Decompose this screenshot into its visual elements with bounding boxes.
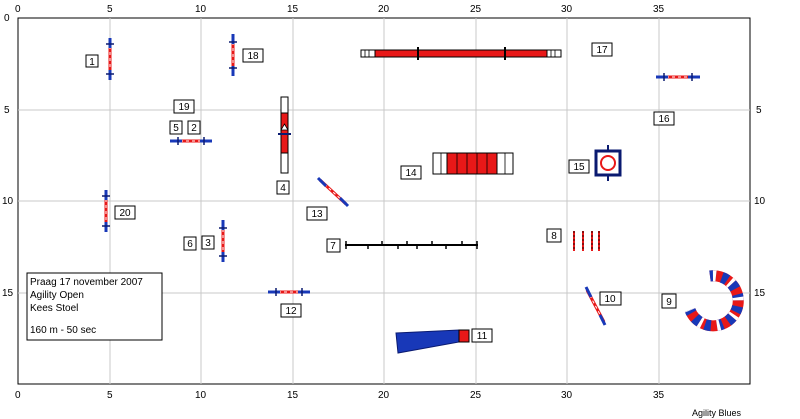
left-axis: 0 5 10 15	[2, 13, 14, 299]
number-label-4: 4	[276, 180, 290, 195]
bottom-tick-label: 15	[287, 390, 299, 401]
number-label-8: 8	[546, 228, 562, 243]
bottom-tick-label: 35	[653, 390, 665, 401]
jump-18[interactable]	[229, 34, 237, 76]
top-tick-label: 25	[470, 4, 482, 15]
table-15[interactable]	[594, 145, 622, 181]
bottom-tick-label: 0	[15, 390, 21, 401]
svg-text:17: 17	[596, 45, 608, 56]
tunnel-14[interactable]	[432, 152, 514, 175]
svg-text:19: 19	[178, 102, 190, 113]
jump-5-2[interactable]	[170, 137, 212, 145]
chute-11[interactable]	[395, 329, 470, 354]
svg-text:2: 2	[191, 123, 197, 134]
course-info-box: Praag 17 november 2007 Agility Open Kees…	[26, 272, 163, 341]
bottom-tick-label: 20	[378, 390, 390, 401]
svg-text:6: 6	[187, 239, 193, 250]
number-label-7: 7	[326, 238, 341, 253]
bottom-tick-label: 30	[561, 390, 573, 401]
number-label-16: 16	[653, 111, 675, 126]
svg-text:12: 12	[285, 306, 297, 317]
top-tick-label: 10	[195, 4, 207, 15]
svg-text:11: 11	[477, 331, 488, 342]
svg-text:4: 4	[280, 183, 286, 194]
number-label-5: 5	[169, 120, 183, 135]
number-label-2: 2	[187, 120, 201, 135]
number-label-14: 14	[400, 165, 422, 180]
number-label-1: 1	[85, 54, 99, 68]
top-axis: 0 5 10 15 20 25 30 35	[15, 4, 665, 15]
svg-text:15: 15	[573, 162, 585, 173]
top-tick-label: 0	[15, 4, 21, 15]
bottom-tick-label: 25	[470, 390, 482, 401]
jump-13[interactable]	[316, 176, 350, 208]
number-label-13: 13	[306, 206, 328, 221]
jump-1[interactable]	[106, 38, 114, 80]
svg-text:16: 16	[658, 114, 670, 125]
left-tick-label: 0	[4, 13, 10, 24]
number-label-6: 6	[183, 236, 197, 251]
weave-poles-7[interactable]	[345, 241, 478, 249]
left-tick-label: 15	[2, 288, 14, 299]
top-tick-label: 20	[378, 4, 390, 15]
jump-16[interactable]	[656, 73, 700, 81]
judge-name: Kees Stoel	[30, 303, 78, 314]
right-axis: 5 10 15	[754, 105, 766, 299]
number-label-12: 12	[280, 303, 302, 318]
course-length-time: 160 m - 50 sec	[30, 325, 96, 336]
svg-text:18: 18	[247, 51, 259, 62]
number-label-17: 17	[591, 42, 613, 57]
tunnel-9[interactable]	[684, 270, 744, 332]
top-tick-label: 30	[561, 4, 573, 15]
bottom-axis: 0 5 10 15 20 25 30 35	[15, 390, 665, 401]
event-title: Praag 17 november 2007	[30, 277, 143, 288]
svg-text:3: 3	[205, 238, 211, 249]
number-label-20: 20	[114, 205, 136, 220]
svg-text:7: 7	[330, 241, 336, 252]
svg-text:1: 1	[89, 57, 95, 68]
jump-20[interactable]	[102, 190, 110, 232]
software-brand: Agility Blues	[692, 408, 742, 418]
left-tick-label: 5	[4, 105, 10, 116]
right-tick-label: 5	[756, 105, 762, 116]
number-label-18: 18	[242, 48, 264, 63]
svg-text:9: 9	[666, 297, 672, 308]
svg-text:14: 14	[405, 168, 417, 179]
number-label-11: 11	[471, 328, 493, 343]
right-tick-label: 15	[754, 288, 766, 299]
aframe-4[interactable]	[278, 96, 291, 174]
svg-text:20: 20	[119, 208, 131, 219]
top-tick-label: 35	[653, 4, 665, 15]
number-label-19: 19	[173, 99, 195, 114]
top-tick-label: 15	[287, 4, 299, 15]
bottom-tick-label: 5	[107, 390, 113, 401]
jump-12[interactable]	[268, 288, 310, 296]
svg-text:13: 13	[311, 209, 323, 220]
svg-text:5: 5	[173, 123, 179, 134]
right-tick-label: 10	[754, 196, 766, 207]
number-label-15: 15	[568, 159, 590, 174]
bottom-tick-label: 10	[195, 390, 207, 401]
left-tick-label: 10	[2, 196, 14, 207]
number-label-3: 3	[201, 235, 215, 250]
svg-text:10: 10	[604, 294, 616, 305]
top-tick-label: 5	[107, 4, 113, 15]
svg-text:8: 8	[551, 231, 557, 242]
jump-10[interactable]	[584, 286, 607, 326]
jump-6-3[interactable]	[219, 220, 227, 262]
class-name: Agility Open	[30, 290, 84, 301]
number-label-9: 9	[661, 293, 677, 309]
obstacle-number-labels: 1 18 17 19 16 5 2 15	[85, 42, 677, 343]
jump-8[interactable]	[571, 229, 601, 253]
number-label-10: 10	[599, 291, 622, 306]
dogwalk-17[interactable]	[360, 47, 562, 60]
